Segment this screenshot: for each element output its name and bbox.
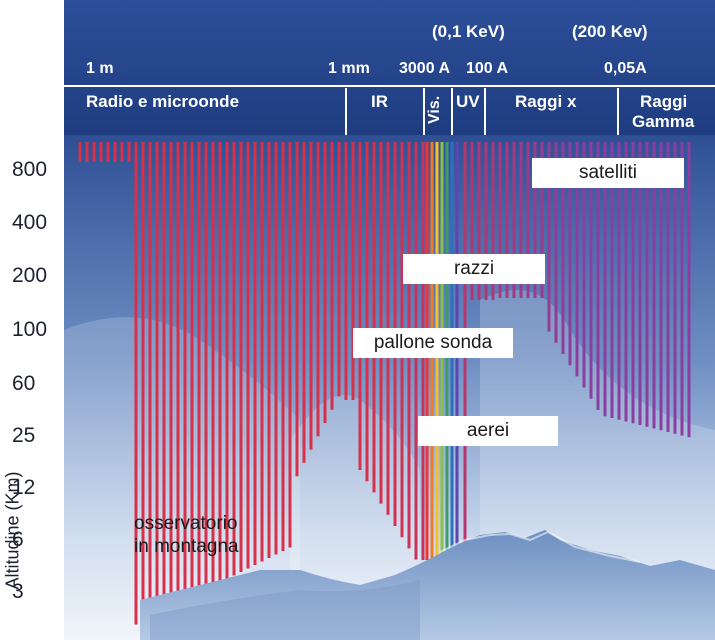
mountain <box>140 530 715 640</box>
label-satellites: satelliti <box>532 158 684 188</box>
ytick-3: 3 <box>12 580 24 603</box>
band-xray: Raggi x <box>515 92 577 111</box>
y-axis-label: Altitudine (Km) <box>2 471 23 590</box>
ytick-60: 60 <box>12 372 36 395</box>
ytick-6: 6 <box>12 528 24 551</box>
mountain-ridge <box>439 530 641 563</box>
label-mountain-line1: osservatorio <box>134 513 238 534</box>
ytick-200: 200 <box>12 264 48 287</box>
ytick-400: 400 <box>12 211 48 234</box>
ytick-100: 100 <box>12 318 48 341</box>
mountain-shadow <box>150 580 420 640</box>
wavelength-1m: 1 m <box>86 60 114 77</box>
ytick-25: 25 <box>12 424 36 447</box>
band-radio: Radio e microonde <box>86 92 240 111</box>
band-ir: IR <box>371 92 388 111</box>
label-mountain-observatory: osservatorio in montagna <box>134 512 239 558</box>
energy-label-low: (0,1 KeV) <box>432 22 505 41</box>
label-mountain-line2: in montagna <box>134 536 239 557</box>
energy-label-high: (200 Kev) <box>572 22 648 41</box>
ytick-800: 800 <box>12 158 48 181</box>
ytick-12: 12 <box>12 476 36 499</box>
wavelength-005a: 0,05A <box>604 60 647 77</box>
band-gamma-line2: Gamma <box>632 112 695 131</box>
band-uv: UV <box>456 92 480 111</box>
label-aircraft: aerei <box>418 416 558 446</box>
wavelength-1mm: 1 mm <box>328 60 370 77</box>
header-band <box>64 0 715 135</box>
band-visible: Vis. <box>426 95 443 124</box>
band-gamma-line1: Raggi <box>640 92 688 111</box>
wavelength-3000a: 3000 A <box>399 60 450 77</box>
label-balloon: pallone sonda <box>353 328 513 358</box>
wavelength-100a: 100 A <box>466 60 509 77</box>
label-rockets: razzi <box>403 254 545 284</box>
